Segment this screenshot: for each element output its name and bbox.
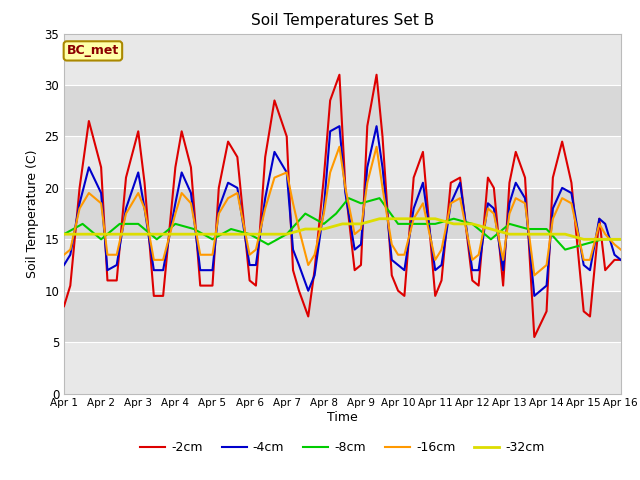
Bar [64, 136, 621, 188]
Legend: -2cm, -4cm, -8cm, -16cm, -32cm: -2cm, -4cm, -8cm, -16cm, -32cm [135, 436, 550, 459]
Bar [64, 85, 621, 136]
Text: BC_met: BC_met [67, 44, 119, 58]
Bar [64, 188, 621, 240]
Bar [64, 291, 621, 342]
Bar [64, 34, 621, 85]
X-axis label: Time: Time [327, 411, 358, 424]
Title: Soil Temperatures Set B: Soil Temperatures Set B [251, 13, 434, 28]
Bar [64, 342, 621, 394]
Y-axis label: Soil Temperature (C): Soil Temperature (C) [26, 149, 38, 278]
Bar [64, 240, 621, 291]
